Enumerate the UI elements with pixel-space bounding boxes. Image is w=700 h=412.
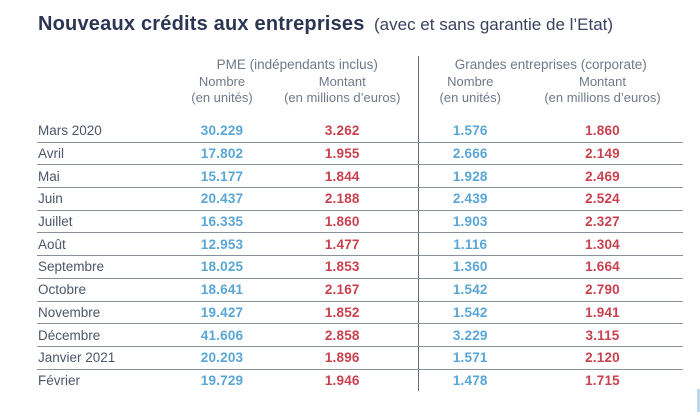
- pme-nombre-cell: 12.953: [177, 232, 267, 257]
- ge-montant-cell: 2.469: [522, 164, 683, 189]
- pme-montant-cell: 1.860: [267, 210, 419, 234]
- ge-nombre-cell: 2.666: [418, 142, 522, 166]
- pme-montant-cell: 1.852: [267, 301, 419, 325]
- col-header-pme-montant: Montant (en millions d’euros): [267, 73, 419, 120]
- pme-nombre-cell: 16.335: [177, 210, 267, 234]
- table-row: Juin 20.437 2.188 2.439 2.524: [37, 187, 683, 211]
- table-row: Janvier 2021 20.203 1.896 1.571 2.120: [37, 346, 683, 370]
- pme-montant-cell: 3.262: [267, 120, 419, 143]
- month-cell: Janvier 2021: [37, 346, 177, 370]
- month-cell: Août: [37, 232, 177, 257]
- table-row: Août 12.953 1.477 1.116 1.304: [37, 232, 683, 257]
- group-header-pme: PME (indépendants inclus): [177, 56, 419, 73]
- ge-montant-cell: 3.115: [522, 323, 683, 347]
- month-cell: Février: [38, 372, 81, 388]
- table-row: Mars 2020 30.229 3.262 1.576 1.860: [37, 120, 683, 143]
- col-header-ge-nombre: Nombre (en unités): [418, 73, 522, 120]
- ge-nombre-cell: 1.542: [418, 301, 522, 325]
- pme-nombre-cell: 18.641: [177, 278, 267, 302]
- ge-montant-cell: 1.941: [522, 301, 683, 325]
- month-cell: Mai: [37, 164, 177, 189]
- table-row: Juillet 16.335 1.860 1.903 2.327: [37, 210, 683, 234]
- ge-montant-cell: 1.715: [585, 372, 620, 388]
- column-header-row: Nombre (en unités) Montant (en millions …: [37, 73, 683, 120]
- pme-montant-cell: 2.188: [267, 187, 419, 211]
- credits-table: PME (indépendants inclus) Grandes entrep…: [37, 56, 683, 392]
- month-cell: Octobre: [37, 278, 177, 302]
- pme-montant-cell: 1.896: [267, 346, 419, 370]
- pme-montant-cell: 1.955: [267, 142, 419, 166]
- table-row: Septembre 18.025 1.853 1.360 1.664: [37, 255, 683, 279]
- pme-montant-cell: 2.167: [267, 278, 419, 302]
- month-cell: Novembre: [37, 301, 177, 325]
- ge-nombre-cell: 1.360: [418, 255, 522, 279]
- col-header-unit: (en unités): [439, 89, 501, 105]
- title-main: Nouveaux crédits aux entreprises: [38, 13, 365, 35]
- ge-nombre-cell: 1.542: [418, 278, 522, 302]
- table-row: Février 19.729 1.946 1.478 1.715: [37, 369, 683, 392]
- corner-empty-cell: [37, 56, 177, 73]
- ge-nombre-cell: 1.928: [418, 164, 522, 189]
- ge-montant-cell: 1.664: [522, 255, 683, 279]
- right-edge-strip: [697, 389, 700, 412]
- ge-montant-cell: 2.120: [522, 346, 683, 370]
- col-header-unit: (en millions d’euros): [284, 89, 401, 105]
- ge-montant-cell: 1.860: [522, 120, 683, 143]
- col-header-label: Nombre: [447, 74, 494, 89]
- month-cell: Avril: [37, 142, 177, 166]
- pme-montant-cell: 1.853: [267, 255, 419, 279]
- table-row: Novembre 19.427 1.852 1.542 1.941: [37, 301, 683, 325]
- ge-montant-cell: 2.327: [522, 210, 683, 234]
- ge-nombre-cell: 2.439: [418, 187, 522, 211]
- col-header-label: Nombre: [198, 74, 246, 89]
- page-title: Nouveaux crédits aux entreprises (avec e…: [38, 13, 613, 36]
- col-header-label: Montant: [579, 74, 626, 89]
- month-cell: Décembre: [37, 323, 177, 347]
- month-cell: Juin: [37, 187, 177, 211]
- table-row: Octobre 18.641 2.167 1.542 2.790: [37, 278, 683, 302]
- pme-nombre-cell: 19.427: [177, 301, 267, 325]
- corner-empty-cell: [37, 73, 177, 120]
- ge-montant-cell: 2.790: [522, 278, 683, 302]
- pme-nombre-cell: 19.729: [200, 372, 244, 388]
- pme-montant-cell: 1.477: [267, 232, 419, 257]
- table-row: Avril 17.802 1.955 2.666 2.149: [37, 142, 683, 166]
- pme-montant-cell: 1.946: [267, 369, 419, 392]
- ge-montant-cell: 2.149: [522, 142, 683, 166]
- col-header-unit: (en unités): [191, 89, 253, 105]
- table-row: Mai 15.177 1.844 1.928 2.469: [37, 164, 683, 189]
- ge-nombre-cell: 1.478: [452, 372, 488, 388]
- pme-nombre-cell: 20.203: [177, 346, 267, 370]
- pme-nombre-cell: 20.437: [177, 187, 267, 211]
- ge-nombre-cell: 1.576: [418, 120, 522, 143]
- ge-nombre-cell: 1.116: [418, 232, 522, 257]
- month-cell: Septembre: [37, 255, 177, 279]
- group-header-row: PME (indépendants inclus) Grandes entrep…: [37, 56, 683, 73]
- pme-montant-cell: 1.844: [267, 164, 419, 189]
- ge-nombre-cell: 3.229: [418, 323, 522, 347]
- col-header-ge-montant: Montant (en millions d’euros): [522, 73, 683, 120]
- title-subtitle: (avec et sans garantie de l’Etat): [374, 15, 614, 34]
- month-cell: Juillet: [37, 210, 177, 234]
- pme-nombre-cell: 41.606: [177, 323, 267, 347]
- group-header-grandes-entreprises: Grandes entreprises (corporate): [454, 57, 647, 72]
- ge-nombre-cell: 1.903: [418, 210, 522, 234]
- col-header-unit: (en millions d’euros): [544, 89, 661, 105]
- pme-nombre-cell: 15.177: [177, 164, 267, 189]
- pme-nombre-cell: 30.229: [177, 120, 267, 143]
- col-header-pme-nombre: Nombre (en unités): [177, 73, 267, 120]
- table-row: Décembre 41.606 2.858 3.229 3.115: [37, 323, 683, 347]
- pme-montant-cell: 2.858: [267, 323, 419, 347]
- ge-montant-cell: 1.304: [522, 232, 683, 257]
- ge-nombre-cell: 1.571: [418, 346, 522, 370]
- pme-nombre-cell: 18.025: [177, 255, 267, 279]
- ge-montant-cell: 2.524: [522, 187, 683, 211]
- col-header-label: Montant: [318, 74, 366, 89]
- pme-nombre-cell: 17.802: [177, 142, 267, 166]
- month-cell: Mars 2020: [37, 120, 177, 143]
